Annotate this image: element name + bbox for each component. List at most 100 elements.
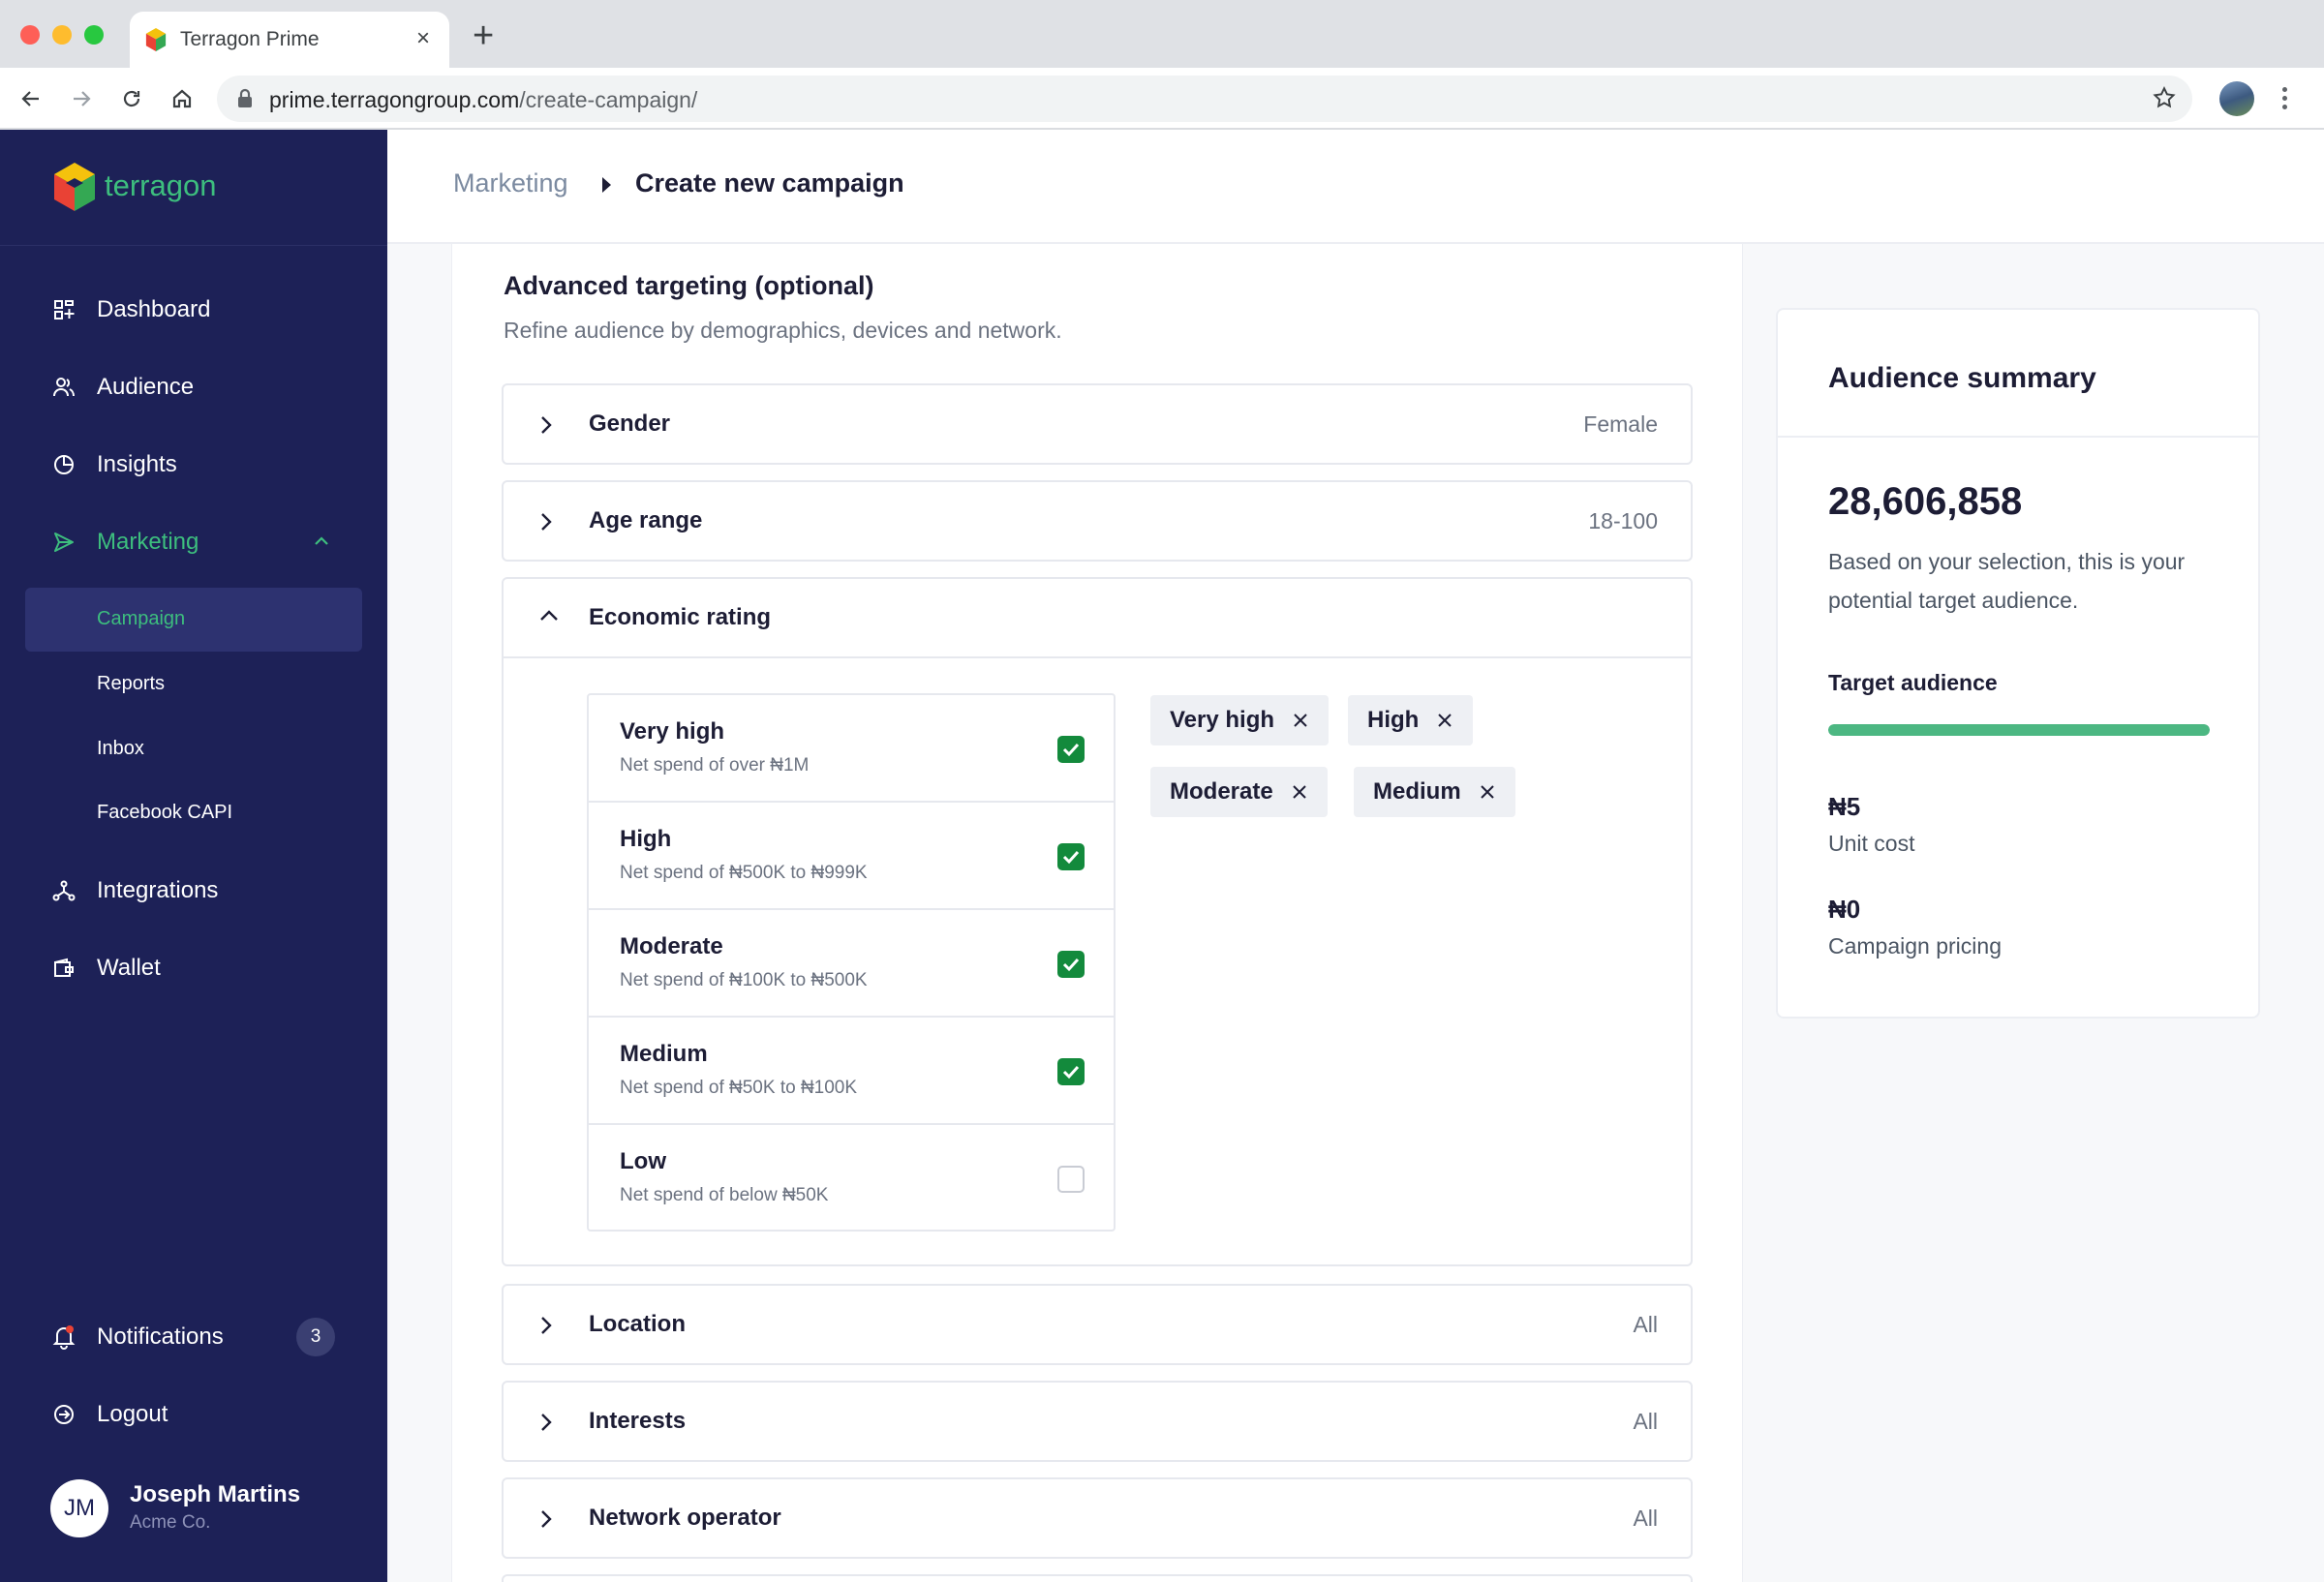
sidebar-item-label: Integrations (97, 877, 219, 903)
sidebar-item-insights[interactable]: Insights (50, 445, 177, 484)
terragon-favicon-icon (145, 27, 167, 52)
accordion-economic-rating: Economic rating Very high Net spend of o… (502, 577, 1693, 1266)
accordion-value: All (1633, 1506, 1658, 1531)
tab-close-icon[interactable]: × (415, 25, 430, 51)
option-medium[interactable]: Medium Net spend of ₦50K to ₦100K (589, 1018, 1114, 1125)
sidebar-item-dashboard[interactable]: Dashboard (50, 290, 210, 329)
option-moderate[interactable]: Moderate Net spend of ₦100K to ₦500K (589, 910, 1114, 1018)
unit-cost-value: ₦5 (1828, 792, 1861, 821)
sidebar-item-integrations[interactable]: Integrations (50, 871, 218, 910)
user-name: Joseph Martins (130, 1481, 301, 1507)
chip-moderate: Moderate (1150, 767, 1328, 817)
bell-icon (50, 1323, 77, 1351)
window-maximize-button[interactable] (84, 25, 104, 45)
accordion-network-operator[interactable]: Network operator All (502, 1477, 1693, 1559)
home-icon[interactable] (167, 83, 198, 114)
option-title: Medium (620, 1041, 708, 1067)
accordion-title: Location (589, 1311, 686, 1337)
target-audience-label: Target audience (1828, 670, 1998, 695)
economic-options-list: Very high Net spend of over ₦1M High Net… (587, 693, 1116, 1232)
sidebar-subitem-facebook-capi[interactable]: Facebook CAPI (97, 802, 233, 823)
browser-tab[interactable]: Terragon Prime × (130, 12, 449, 68)
sidebar-item-marketing[interactable]: Marketing (50, 523, 199, 562)
remove-chip-icon[interactable] (1479, 783, 1496, 801)
target-audience-progress (1828, 724, 2210, 736)
option-description: Net spend of ₦100K to ₦500K (620, 970, 868, 990)
sidebar-subitem-reports[interactable]: Reports (97, 673, 166, 694)
checkbox-checked[interactable] (1057, 736, 1085, 763)
option-high[interactable]: High Net spend of ₦500K to ₦999K (589, 803, 1114, 910)
address-bar[interactable]: prime.terragongroup.com/create-campaign/ (217, 76, 2192, 122)
pie-chart-icon (50, 451, 77, 478)
option-low[interactable]: Low Net spend of below ₦50K (589, 1125, 1114, 1232)
accordion-location[interactable]: Location All (502, 1284, 1693, 1365)
remove-chip-icon[interactable] (1291, 783, 1308, 801)
sidebar-subitem-inbox[interactable]: Inbox (97, 738, 144, 759)
chip-label: Very high (1170, 707, 1275, 733)
reload-icon[interactable] (116, 83, 147, 114)
accordion-title: Network operator (589, 1505, 781, 1531)
option-title: Low (620, 1148, 666, 1174)
notification-count-badge: 3 (296, 1318, 335, 1356)
sidebar-item-notifications[interactable]: Notifications (50, 1318, 224, 1356)
section-title: Advanced targeting (optional) (504, 271, 874, 300)
page-title: Create new campaign (635, 168, 904, 198)
accordion-next-partial[interactable] (502, 1574, 1693, 1582)
back-arrow-icon[interactable] (15, 83, 46, 114)
option-very-high[interactable]: Very high Net spend of over ₦1M (589, 695, 1114, 803)
audience-count: 28,606,858 (1828, 480, 2023, 523)
checkbox-checked[interactable] (1057, 1058, 1085, 1085)
chevron-up-icon[interactable] (312, 534, 331, 548)
breadcrumb: Marketing Create new campaign (387, 130, 2324, 244)
send-icon (50, 529, 77, 556)
tab-title: Terragon Prime (180, 28, 320, 50)
sidebar-item-wallet[interactable]: Wallet (50, 949, 161, 988)
remove-chip-icon[interactable] (1292, 712, 1309, 729)
url-text: prime.terragongroup.com/create-campaign/ (269, 87, 698, 112)
accordion-gender[interactable]: Gender Female (502, 383, 1693, 465)
sidebar-item-label: Notifications (97, 1323, 224, 1350)
breadcrumb-separator-icon (602, 177, 611, 193)
breadcrumb-parent-link[interactable]: Marketing (453, 168, 568, 198)
terragon-logo-icon (54, 163, 95, 211)
chip-label: Moderate (1170, 778, 1273, 805)
accordion-title: Economic rating (589, 604, 772, 630)
accordion-title: Age range (589, 507, 703, 533)
forward-arrow-icon[interactable] (66, 83, 97, 114)
users-icon (50, 374, 77, 401)
campaign-pricing-value: ₦0 (1828, 895, 1861, 924)
window-minimize-button[interactable] (52, 25, 72, 45)
accordion-header[interactable]: Economic rating (504, 579, 1691, 658)
new-tab-icon[interactable]: + (473, 15, 495, 56)
checkbox-checked[interactable] (1057, 843, 1085, 870)
user-avatar[interactable]: JM (50, 1479, 108, 1537)
bookmark-star-icon[interactable] (2152, 85, 2177, 110)
window-close-button[interactable] (20, 25, 40, 45)
browser-menu-icon[interactable] (2279, 83, 2289, 114)
chevron-right-icon (541, 416, 552, 434)
chip-high: High (1348, 695, 1474, 745)
target-audience-progress-fill (1828, 724, 2210, 736)
audience-summary-card: Audience summary 28,606,858 Based on you… (1776, 308, 2260, 1019)
unit-cost-label: Unit cost (1828, 831, 1915, 856)
checkbox-checked[interactable] (1057, 951, 1085, 978)
chip-medium: Medium (1354, 767, 1515, 817)
browser-tab-strip: Terragon Prime × + (0, 0, 2324, 68)
brand-name: terragon (105, 168, 217, 202)
accordion-value: Female (1583, 411, 1658, 437)
accordion-age-range[interactable]: Age range 18-100 (502, 480, 1693, 562)
brand[interactable]: terragon (0, 130, 387, 246)
accordion-interests[interactable]: Interests All (502, 1381, 1693, 1462)
section-subtitle: Refine audience by demographics, devices… (504, 318, 1062, 343)
option-description: Net spend of ₦50K to ₦100K (620, 1078, 858, 1098)
checkbox-unchecked[interactable] (1057, 1166, 1085, 1193)
option-description: Net spend of below ₦50K (620, 1185, 829, 1205)
profile-avatar[interactable] (2219, 81, 2254, 116)
sidebar-item-logout[interactable]: Logout (50, 1395, 168, 1434)
accordion-title: Interests (589, 1408, 687, 1434)
remove-chip-icon[interactable] (1436, 712, 1453, 729)
sidebar-item-audience[interactable]: Audience (50, 368, 194, 407)
dashboard-icon (50, 296, 77, 323)
sidebar-subitem-campaign[interactable]: Campaign (97, 608, 186, 629)
sidebar-item-label: Audience (97, 374, 195, 400)
